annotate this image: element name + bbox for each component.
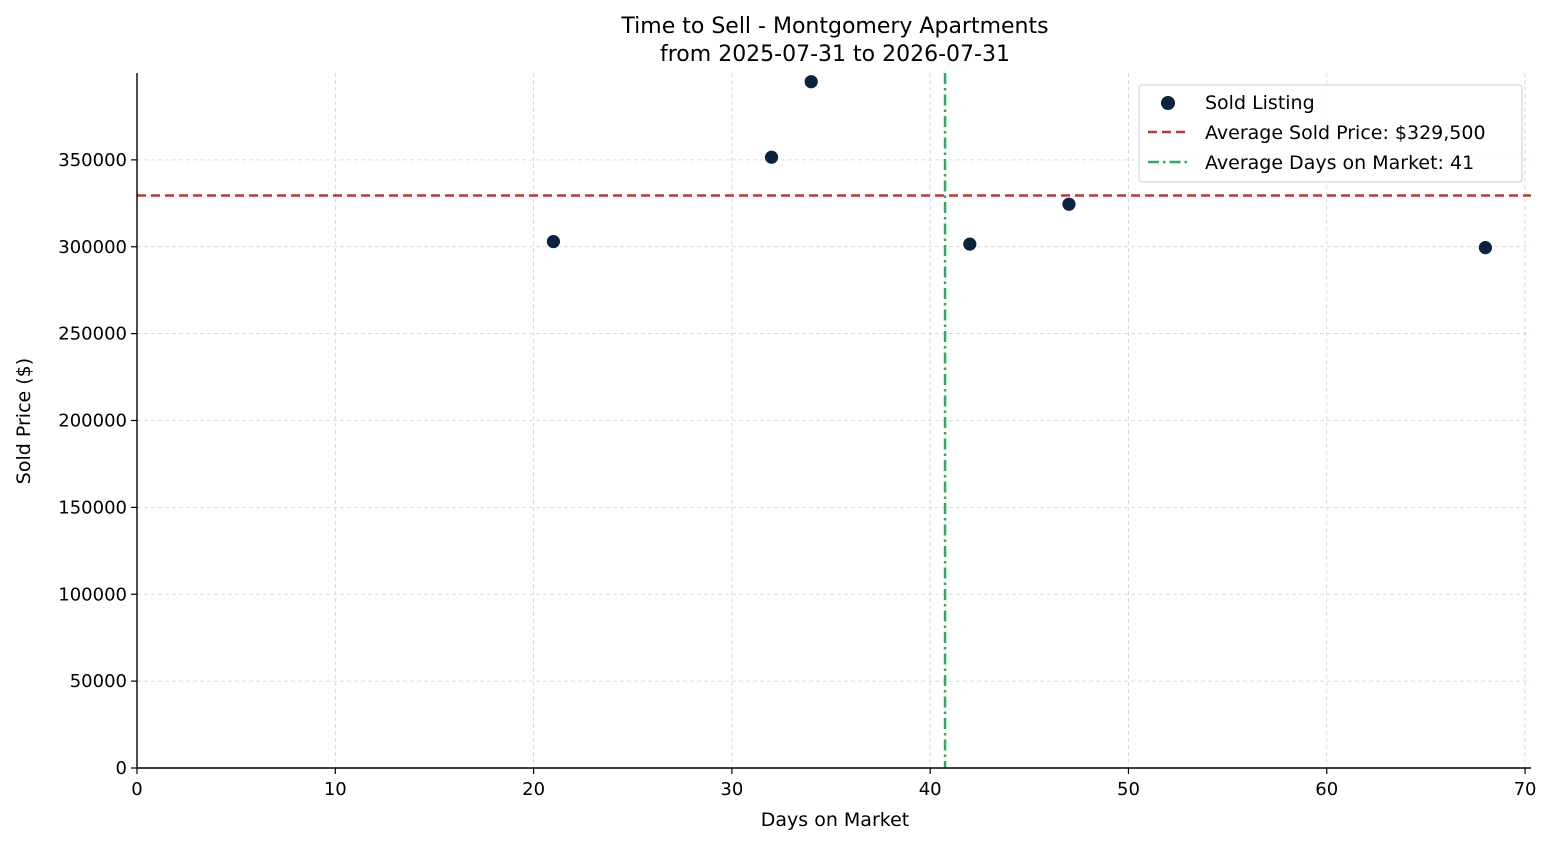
data-point <box>962 236 978 252</box>
x-tick-label: 70 <box>1514 779 1537 800</box>
y-ticks: 0 50000 100000 150000 200000 250000 300000 3500… <box>58 150 137 779</box>
legend-box <box>1138 84 1523 183</box>
chart-title: Time to Sell - Montgomery Apartments fro… <box>620 14 1048 67</box>
legend-label-average-days: Average Days on Market: 41 <box>1205 152 1474 174</box>
data-point <box>803 74 819 90</box>
y-tick-label: 350000 <box>58 150 127 171</box>
x-tick-label: 60 <box>1315 779 1338 800</box>
y-tick-label: 200000 <box>58 411 127 432</box>
legend-marker-sold-listing <box>1161 96 1175 110</box>
legend-label-average-price: Average Sold Price: $329,500 <box>1205 122 1486 144</box>
subtitle: from 2025-07-31 to 2026-07-31 <box>660 42 1010 67</box>
x-tick-label: 20 <box>522 779 545 800</box>
y-axis-label: Sold Price ($) <box>13 358 35 484</box>
data-points <box>546 74 1493 256</box>
x-ticks: 0 10 20 30 40 50 60 70 <box>131 768 1537 800</box>
x-tick-label: 30 <box>720 779 743 800</box>
y-tick-label: 150000 <box>58 497 127 518</box>
y-tick-label: 0 <box>116 758 127 779</box>
legend-label-sold-listing: Sold Listing <box>1205 92 1315 114</box>
title: Time to Sell - Montgomery Apartments <box>620 14 1048 39</box>
data-point <box>1477 240 1493 256</box>
legend: Sold Listing Average Sold Price: $329,50… <box>1138 84 1523 183</box>
x-tick-label: 10 <box>324 779 347 800</box>
data-point <box>764 149 779 165</box>
data-point <box>1061 196 1077 212</box>
x-tick-label: 0 <box>131 779 142 800</box>
data-point <box>546 234 561 249</box>
y-tick-label: 100000 <box>58 584 127 605</box>
reference-lines <box>137 73 1531 768</box>
y-tick-label: 300000 <box>58 237 127 258</box>
x-axis-label: Days on Market <box>761 809 909 831</box>
y-tick-label: 250000 <box>58 324 127 345</box>
x-tick-label: 50 <box>1117 779 1140 800</box>
y-tick-label: 50000 <box>70 671 127 692</box>
x-tick-label: 40 <box>919 779 942 800</box>
